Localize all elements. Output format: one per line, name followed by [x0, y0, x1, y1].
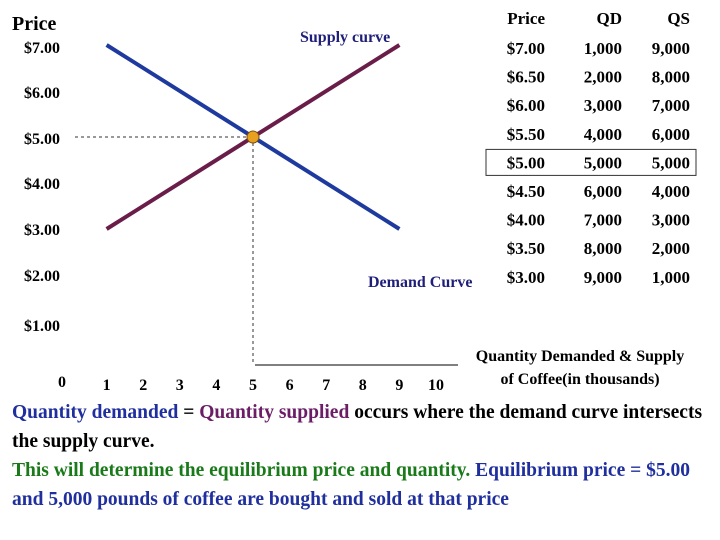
- supply-curve-label: Supply curve: [300, 29, 390, 46]
- x-axis-title-line: Quantity Demanded & Supply: [476, 348, 685, 365]
- y-tick-label: $7.00: [24, 40, 60, 57]
- equilibrium-point: [246, 130, 260, 144]
- y-tick-label: $4.00: [24, 176, 60, 193]
- table-cell: 2,000: [652, 239, 690, 258]
- caption-segment: This will determine the equilibrium pric…: [12, 460, 476, 481]
- table-cell: 4,000: [584, 125, 622, 144]
- table-header: Price: [507, 9, 545, 28]
- y-tick-label: $2.00: [24, 268, 60, 285]
- table-header: QS: [667, 9, 690, 28]
- y-axis-title: Price: [12, 13, 57, 35]
- caption: Quantity demanded = Quantity supplied oc…: [12, 398, 712, 514]
- table-cell: 7,000: [584, 211, 622, 230]
- table-cell: 3,000: [652, 211, 690, 230]
- table-cell: 6,000: [652, 125, 690, 144]
- y-tick-label: $1.00: [24, 318, 60, 335]
- y-tick-label: $3.00: [24, 222, 60, 239]
- table-cell: $6.50: [507, 68, 545, 87]
- table-header: QD: [597, 9, 623, 28]
- x-tick-label: 5: [249, 377, 257, 394]
- caption-segment: Quantity supplied: [199, 402, 350, 423]
- table-cell: $5.50: [507, 125, 545, 144]
- table-cell: 7,000: [652, 96, 690, 115]
- demand-curve-label: Demand Curve: [368, 274, 472, 291]
- table-cell: 5,000: [652, 153, 690, 172]
- table-cell: $7.00: [507, 39, 545, 58]
- table-cell: 2,000: [584, 68, 622, 87]
- table-cell: 1,000: [652, 268, 690, 287]
- x-axis-title-line: of Coffee(in thousands): [500, 371, 659, 388]
- table-cell: 5,000: [584, 153, 622, 172]
- x-tick-label: 9: [395, 377, 403, 394]
- x-tick-label: 1: [103, 377, 111, 394]
- table-cell: $5.00: [507, 153, 545, 172]
- table-cell: $6.00: [507, 96, 545, 115]
- equilibrium-row-highlight: [485, 148, 697, 176]
- x-tick-label: 3: [176, 377, 184, 394]
- x-tick-label: 8: [359, 377, 367, 394]
- x-tick-label: 7: [322, 377, 330, 394]
- caption-segment: =: [178, 402, 200, 423]
- x-tick-label: 2: [139, 377, 147, 394]
- caption-segment: occurs where the demand curve intersects…: [12, 402, 703, 452]
- x-tick-label: 6: [286, 377, 294, 394]
- table-cell: 4,000: [652, 182, 690, 201]
- table-cell: 9,000: [652, 39, 690, 58]
- table-cell: 8,000: [652, 68, 690, 87]
- caption-line-1: Quantity demanded = Quantity supplied oc…: [12, 398, 712, 456]
- y-tick-label: $6.00: [24, 85, 60, 102]
- table-cell: 6,000: [584, 182, 622, 201]
- table-cell: 3,000: [584, 96, 622, 115]
- supply-demand-chart: $7.00 $6.00 $5.00 $4.00 $3.00 $2.00 $1.00 0 1 2 3…: [12, 9, 697, 394]
- y-tick-label: 0: [58, 374, 66, 391]
- table-cell: 9,000: [584, 268, 622, 287]
- caption-segment: Equilibrium price = $5.00 and 5,000 poun…: [12, 460, 690, 510]
- x-tick-label: 10: [428, 377, 444, 394]
- x-tick-label: 4: [212, 377, 220, 394]
- table-cell: 1,000: [584, 39, 622, 58]
- caption-line-2: This will determine the equilibrium pric…: [12, 456, 712, 514]
- caption-segment: Quantity demanded: [12, 402, 179, 423]
- table-cell: $3.50: [507, 239, 545, 258]
- table-cell: 8,000: [584, 239, 622, 258]
- table-cell: $3.00: [507, 268, 545, 287]
- table-cell: $4.50: [507, 182, 545, 201]
- table-cell: $4.00: [507, 211, 545, 230]
- y-tick-label: $5.00: [24, 131, 60, 148]
